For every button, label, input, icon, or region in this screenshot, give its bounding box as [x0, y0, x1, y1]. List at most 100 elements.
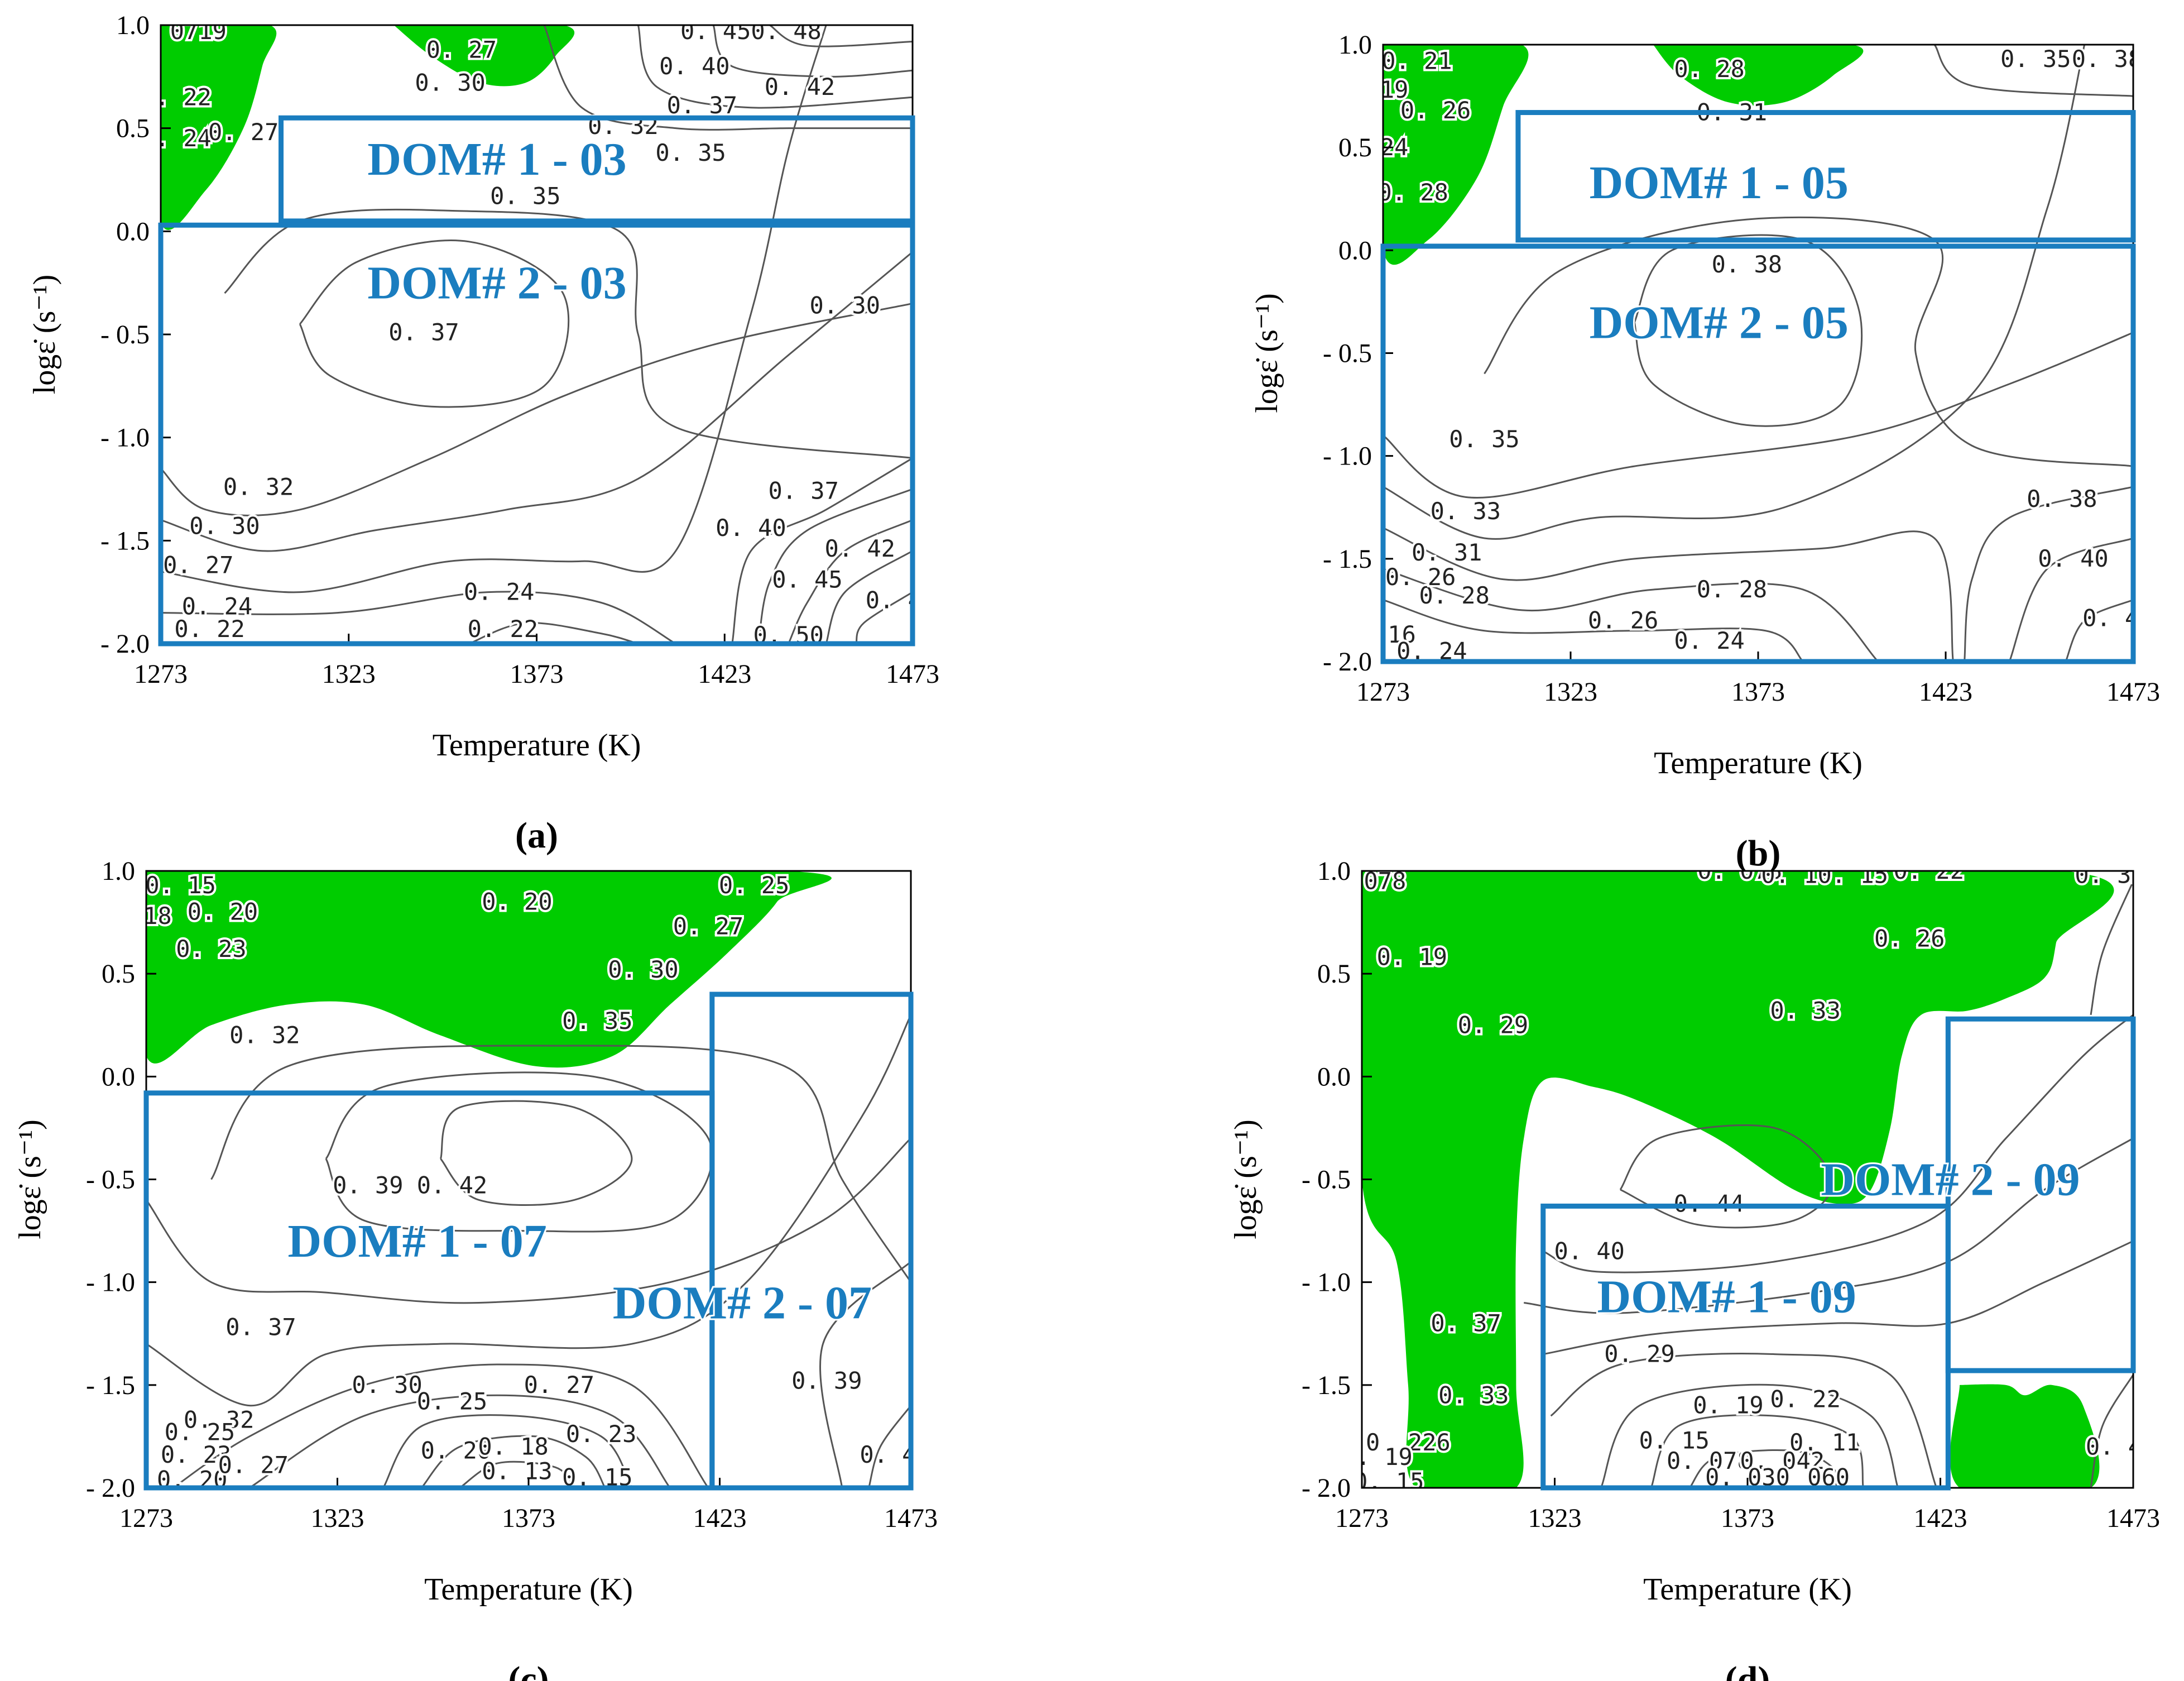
- x-axis-label-c: Temperature (K): [424, 1572, 633, 1607]
- contour-line-d-0: [1619, 1124, 1834, 1229]
- x-axis-label-a: Temperature (K): [433, 728, 641, 763]
- contour-label-b-18: 0. 28: [1378, 179, 1448, 206]
- contour-line-a-15: [543, 25, 913, 131]
- x-tick-label-c-3: 1423: [693, 1503, 747, 1533]
- contour-label-a-17: 0. 22: [468, 615, 538, 643]
- y-axis-label-a: logε̇ (s⁻¹): [27, 275, 62, 395]
- x-tick-label-d-2: 1373: [1721, 1503, 1774, 1533]
- contour-line-c-5: [172, 1363, 709, 1488]
- contour-line-a-1: [224, 208, 913, 459]
- domain-box-b-2: [1380, 243, 2136, 664]
- y-tick-label-c-1: 0.5: [102, 959, 135, 989]
- contour-line-a-6: [468, 622, 639, 644]
- contour-label-d-18: 0. 078: [1667, 1447, 1751, 1474]
- contour-label-d-25: 0. 15: [1353, 1468, 1424, 1495]
- contour-line-b-4: [1383, 527, 1954, 662]
- contour-label-b-0: 0. 28: [1674, 55, 1744, 83]
- y-tick-label-c-6: - 2.0: [86, 1473, 135, 1503]
- y-tick-label-c-4: - 1.0: [86, 1268, 135, 1297]
- y-tick-label-c-5: - 1.5: [86, 1371, 135, 1400]
- contour-line-b-7: [1964, 486, 2133, 662]
- y-tick-label-a-2: 0.0: [116, 217, 150, 246]
- contour-label-d-17: 0. 11: [1789, 1429, 1860, 1456]
- contour-line-c-11: [868, 1405, 911, 1488]
- contour-label-c-2: 0. 20: [188, 898, 258, 926]
- contour-label-a-5: 0. 37: [667, 92, 737, 119]
- x-tick-label-c-2: 1373: [502, 1503, 555, 1533]
- contour-line-a-0: [299, 240, 570, 408]
- x-tick-label-a-1: 1323: [322, 659, 376, 689]
- domain-label-a-2: DOM# 2 - 03: [367, 257, 626, 309]
- contour-label-c-11: 0. 42: [417, 1172, 487, 1199]
- y-axis-label-b: logε̇ (s⁻¹): [1250, 293, 1284, 413]
- domain-label-d-1: DOM# 1 - 09: [1597, 1271, 1856, 1323]
- contour-line-c-10: [819, 1261, 911, 1488]
- contour-line-a-8: [757, 488, 913, 644]
- contour-label-a-24: 0719: [170, 17, 227, 45]
- y-tick-label-d-2: 0.0: [1317, 1062, 1351, 1091]
- contour-line-b-5: [1383, 568, 1879, 662]
- contour-line-c-8: [421, 1435, 606, 1488]
- y-tick-label-a-5: - 1.5: [100, 526, 150, 555]
- contour-label-c-4: 0. 20: [482, 888, 552, 915]
- contour-line-d-4: [1550, 1353, 1937, 1488]
- contour-label-c-5: 0. 25: [719, 871, 789, 899]
- contour-label-c-21: 0. 13: [482, 1458, 552, 1485]
- contour-label-b-4: 0. 38: [1712, 251, 1782, 278]
- y-tick-label-b-3: - 0.5: [1323, 339, 1372, 368]
- contour-line-d-2: [1524, 1137, 2133, 1314]
- contour-line-d-5: [1600, 1383, 1899, 1488]
- y-tick-label-d-0: 1.0: [1317, 856, 1351, 886]
- x-tick-label-b-1: 1323: [1544, 677, 1597, 707]
- panel-caption-b: (b): [1736, 833, 1781, 874]
- contour-label-b-10: 0. 26: [1588, 606, 1658, 634]
- contour-label-d-4: 0. 10. 15: [1761, 861, 1888, 888]
- contour-line-b-6: [1383, 599, 1804, 662]
- contour-label-c-15: 0. 25: [417, 1387, 487, 1415]
- contour-label-a-1: 0. 30: [415, 69, 485, 96]
- contour-label-d-6: 0. 26: [1874, 925, 1945, 952]
- contour-line-d-8: [2090, 1374, 2133, 1488]
- contour-line-c-1: [325, 1071, 713, 1233]
- x-tick-label-d-4: 1473: [2106, 1503, 2160, 1533]
- contour-line-d-7: [1689, 1449, 1838, 1488]
- contour-label-c-20: 0. 15: [562, 1464, 632, 1491]
- contour-label-a-14: 0. 24: [182, 593, 252, 620]
- contour-label-d-19: 0. 042: [1740, 1447, 1825, 1474]
- x-tick-label-b-0: 1273: [1356, 677, 1410, 707]
- contour-label-d-15: 0. 22: [1770, 1386, 1840, 1413]
- contour-line-d-9: [2090, 880, 2133, 1016]
- domain-label-c-2: DOM# 2 - 07: [613, 1277, 872, 1329]
- contour-label-b-22: 0. 24: [1396, 638, 1467, 665]
- x-axis-label-b: Temperature (K): [1654, 746, 1863, 780]
- contour-label-d-13: 0. 29: [1604, 1340, 1674, 1368]
- x-tick-label-d-3: 1423: [1914, 1503, 1967, 1533]
- y-tick-label-d-1: 0.5: [1317, 959, 1351, 989]
- y-tick-label-c-2: 0.0: [102, 1062, 135, 1091]
- contour-label-c-22: 0. 39: [791, 1367, 862, 1394]
- y-tick-label-a-4: - 1.0: [100, 423, 150, 453]
- contour-label-d-12: 0. 33: [1438, 1381, 1509, 1409]
- x-tick-label-c-1: 1323: [311, 1503, 364, 1533]
- contour-label-a-8: 0. 35: [490, 183, 560, 210]
- domain-box-a-2: [158, 222, 915, 646]
- instability-region-a-1: [393, 25, 575, 87]
- contour-label-d-7: 0. 33: [1770, 997, 1840, 1024]
- contour-label-a-0: 0. 27: [426, 36, 497, 63]
- contour-label-c-23: 0. 4: [860, 1441, 916, 1468]
- contour-label-a-15: 0. 22: [174, 615, 244, 643]
- contour-line-c-4: [146, 1014, 911, 1407]
- contour-label-b-8: 0. 28: [1419, 582, 1489, 609]
- contour-line-a-3: [161, 251, 913, 552]
- contour-line-c-9: [459, 1460, 575, 1488]
- panel-caption-d: (d): [1725, 1659, 1770, 1681]
- x-tick-label-b-3: 1423: [1919, 677, 1972, 707]
- x-tick-label-a-0: 1273: [134, 659, 188, 689]
- contour-line-a-14: [769, 25, 913, 47]
- contour-line-d-6: [1650, 1414, 1864, 1488]
- instability-region-d-1: [1950, 1384, 2100, 1488]
- contour-label-a-4: 0. 42: [765, 73, 835, 100]
